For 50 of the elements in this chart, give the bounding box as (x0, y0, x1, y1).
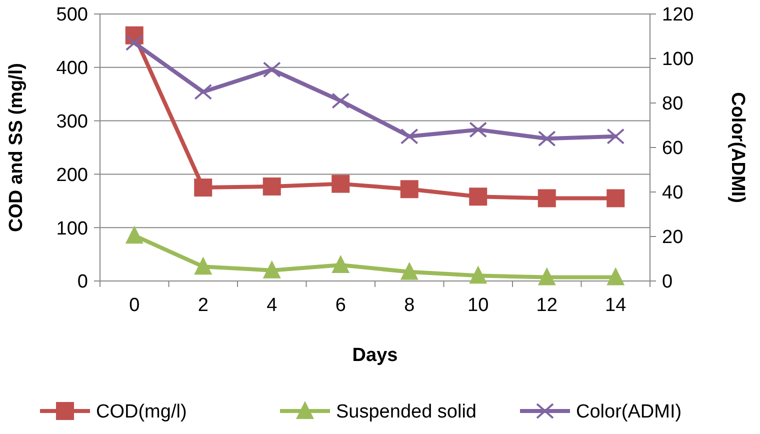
legend-label: Color(ADMI) (576, 402, 682, 423)
point (332, 92, 350, 109)
x-tick-label: 4 (266, 295, 278, 316)
y2-tick-label: 60 (662, 138, 684, 160)
x-axis-title: Days (352, 345, 398, 366)
y2-tick-label: 20 (662, 227, 684, 248)
y2-tick-label: 100 (662, 49, 694, 70)
point (400, 128, 418, 144)
point (194, 84, 212, 100)
point (469, 122, 488, 138)
x-tick-label: 10 (468, 295, 489, 316)
point (332, 174, 350, 193)
point (469, 266, 488, 284)
point (400, 180, 418, 198)
point (194, 256, 212, 275)
legend-label: Suspended solid (336, 402, 476, 423)
point (606, 267, 625, 286)
y2-axis-title: Color(ADMI) (727, 92, 748, 203)
point (469, 188, 488, 206)
y-tick-label: 400 (56, 58, 88, 80)
point (262, 62, 281, 78)
point (538, 189, 556, 208)
y-tick-label: 200 (56, 164, 88, 186)
y2-tick-label: 40 (662, 182, 684, 204)
x-tick-label: 2 (198, 295, 208, 316)
point (538, 130, 556, 147)
x-tick-label: 8 (404, 295, 415, 316)
y-axis-title: COD and SS (mg/l) (6, 63, 27, 232)
y-tick-label: 100 (56, 218, 88, 240)
point (194, 178, 212, 197)
y-tick-label: 0 (77, 272, 88, 293)
y2-tick-label: 80 (662, 94, 684, 115)
y-tick-label: 300 (56, 111, 88, 132)
point (332, 254, 350, 273)
point (125, 226, 144, 244)
x-tick-label: 12 (536, 295, 558, 316)
point (606, 128, 625, 144)
y2-tick-label: 120 (662, 4, 694, 26)
y2-tick-label: 0 (662, 272, 673, 293)
point (538, 267, 556, 286)
x-tick-label: 6 (335, 295, 346, 316)
point (125, 34, 144, 51)
point (262, 177, 281, 196)
x-tick-label: 14 (605, 295, 627, 316)
legend-label: COD(mg/l) (96, 402, 187, 423)
y-tick-label: 500 (56, 4, 88, 26)
point (400, 262, 418, 280)
x-tick-label: 0 (129, 295, 140, 316)
point (606, 189, 625, 208)
point (262, 260, 281, 278)
